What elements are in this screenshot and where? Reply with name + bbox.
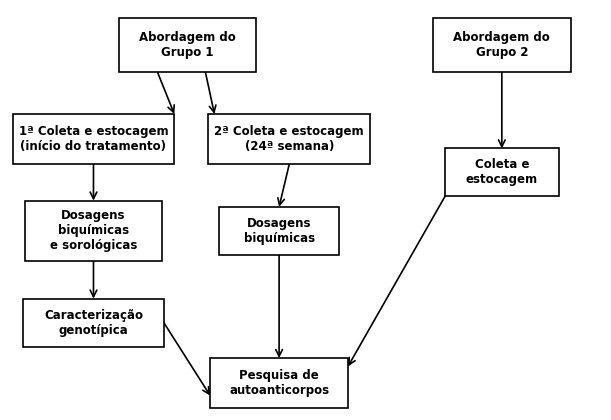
Text: Coleta e
estocagem: Coleta e estocagem [466,158,538,186]
FancyBboxPatch shape [210,358,348,408]
FancyBboxPatch shape [433,18,571,72]
FancyBboxPatch shape [13,114,174,164]
Text: Pesquisa de
autoanticorpos: Pesquisa de autoanticorpos [229,369,329,397]
FancyBboxPatch shape [119,18,257,72]
Text: 2ª Coleta e estocagem
(24ª semana): 2ª Coleta e estocagem (24ª semana) [214,125,364,153]
Text: 1ª Coleta e estocagem
(início do tratamento): 1ª Coleta e estocagem (início do tratame… [19,125,168,153]
Text: Abordagem do
Grupo 1: Abordagem do Grupo 1 [139,31,236,59]
Text: Dosagens
biquímicas: Dosagens biquímicas [244,217,315,245]
Text: Abordagem do
Grupo 2: Abordagem do Grupo 2 [453,31,551,59]
FancyBboxPatch shape [24,201,163,261]
Text: Caracterização
genotípica: Caracterização genotípica [44,309,143,337]
Text: Dosagens
biquímicas
e sorológicas: Dosagens biquímicas e sorológicas [49,209,137,252]
FancyBboxPatch shape [23,299,164,346]
FancyBboxPatch shape [219,207,339,255]
FancyBboxPatch shape [208,114,370,164]
FancyBboxPatch shape [445,148,558,197]
